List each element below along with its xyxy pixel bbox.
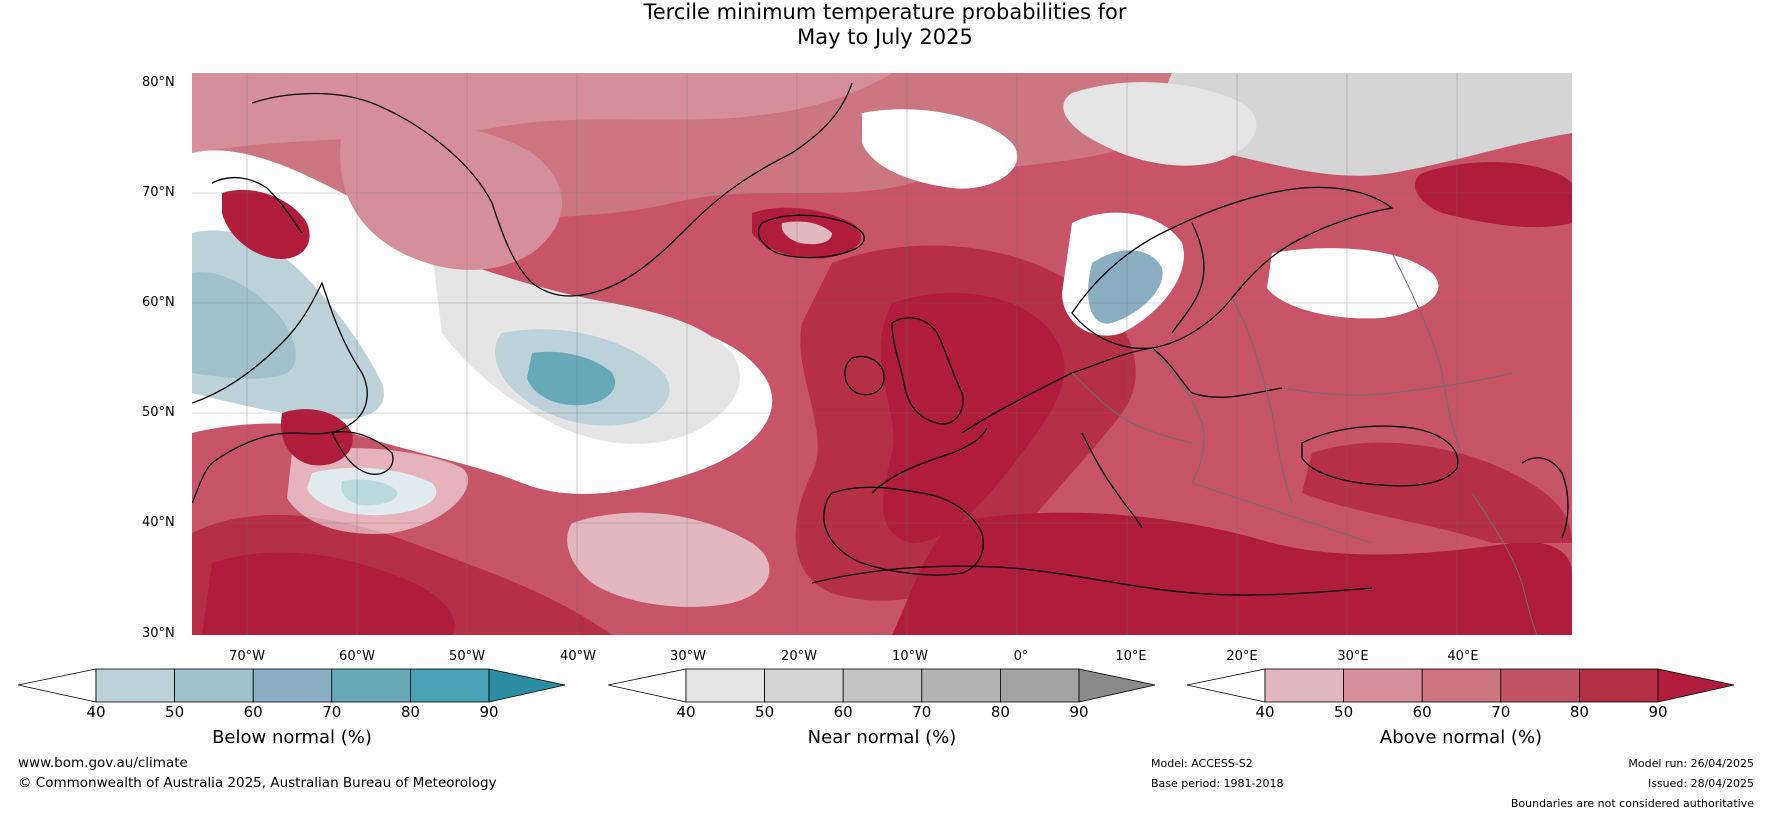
region-above-90-russia-north [1414, 162, 1572, 228]
footer-copyright: © Commonwealth of Australia 2025, Austra… [18, 775, 497, 791]
footer-model-run: Model run: 26/04/2025 [1628, 757, 1754, 770]
colorbar-below-graphic [18, 668, 566, 703]
lon-label-50w: 50°W [449, 649, 485, 664]
region-below-labrador-mid [192, 272, 296, 379]
lon-label-70w: 70°W [229, 649, 265, 664]
colorbar-near-tick-60: 60 [833, 703, 853, 721]
colorbar-near-segment-4 [921, 668, 1001, 703]
lon-label-40w: 40°W [560, 649, 596, 664]
footer-base-period: Base period: 1981-2018 [1151, 777, 1284, 790]
colorbar-near-segment-3 [842, 668, 923, 703]
lon-label-20w: 20°W [781, 649, 817, 664]
region-above-90-labrador [281, 409, 353, 466]
map-gridlines [192, 73, 1572, 635]
region-white-south [287, 448, 469, 534]
colorbar-above-segment-5 [1578, 668, 1659, 703]
colorbar-above-graphic [1187, 668, 1735, 703]
region-above-90-mediterranean [892, 512, 1572, 635]
title-line-2: May to July 2025 [797, 25, 973, 49]
lon-label-30e: 30°E [1337, 649, 1369, 664]
colorbar-title-below: Below normal (%) [212, 727, 372, 748]
probability-map [192, 73, 1572, 635]
colorbar-near-segment-2 [764, 668, 844, 703]
colorbar-below-extend-low [18, 668, 97, 703]
title-line-1: Tercile minimum temperature probabilitie… [643, 0, 1127, 24]
footer-issued: Issued: 28/04/2025 [1647, 777, 1754, 790]
region-above-90-southwest [202, 552, 455, 635]
colorbar-near-normal: 40 50 60 70 80 90 [608, 668, 1158, 720]
footer-disclaimer: Boundaries are not considered authoritat… [1510, 797, 1754, 810]
colorbar-above-tick-50: 50 [1334, 703, 1354, 721]
colorbar-near-segment-5 [999, 668, 1080, 703]
colorbar-near-tick-90: 90 [1069, 703, 1089, 721]
region-near-normal-barents-light [1063, 82, 1257, 166]
colorbar-near-graphic [608, 668, 1156, 703]
colorbar-near-segment-1 [685, 668, 765, 703]
colorbar-above-tick-80: 80 [1569, 703, 1589, 721]
colorbar-above-extend-high [1657, 668, 1735, 703]
colorbar-below-segment-1 [95, 668, 175, 703]
colorbar-above-segment-2 [1343, 668, 1423, 703]
colorbar-below-tick-80: 80 [400, 703, 420, 721]
lon-label-10e: 10°E [1115, 649, 1147, 664]
colorbar-above-segment-3 [1421, 668, 1502, 703]
colorbar-title-near: Near normal (%) [807, 727, 957, 748]
colorbar-title-above: Above normal (%) [1379, 727, 1543, 748]
lon-label-10w: 10°W [892, 649, 928, 664]
region-above-greenland [340, 122, 562, 270]
colorbar-below-segment-3 [252, 668, 333, 703]
colorbar-below-tick-70: 70 [322, 703, 342, 721]
region-below-central-atlantic-core [527, 351, 616, 406]
colorbar-above-segment-4 [1500, 668, 1580, 703]
colorbar-below-tick-60: 60 [243, 703, 263, 721]
region-above-90-atlantic [880, 293, 1065, 543]
colorbar-near-tick-80: 80 [990, 703, 1010, 721]
map-canvas [192, 73, 1572, 635]
region-above-90-black-sea [1302, 442, 1572, 543]
colorbar-below-segment-4 [331, 668, 411, 703]
colorbar-above-segment-1 [1264, 668, 1344, 703]
colorbar-below-tick-50: 50 [165, 703, 185, 721]
country-borders [1071, 252, 1538, 635]
region-white-arctic [862, 109, 1018, 189]
lon-label-60w: 60°W [339, 649, 375, 664]
footer-model: Model: ACCESS-S2 [1151, 757, 1253, 770]
colorbar-below-segment-5 [409, 668, 490, 703]
colorbar-below-tick-90: 90 [479, 703, 499, 721]
colorbar-above-normal: 40 50 60 70 80 90 [1187, 668, 1737, 720]
colorbar-below-normal: 40 50 60 70 80 90 [18, 668, 568, 720]
colorbar-above-tick-60: 60 [1412, 703, 1432, 721]
colorbar-above-tick-40: 40 [1255, 703, 1275, 721]
region-above-90-greenland-west [222, 189, 310, 259]
lat-label-40n: 40°N [142, 515, 175, 530]
lat-label-60n: 60°N [142, 295, 175, 310]
region-white-russia [1267, 248, 1439, 319]
lon-label-40e: 40°E [1447, 649, 1479, 664]
colorbar-near-extend-high [1078, 668, 1156, 703]
colorbar-near-tick-70: 70 [912, 703, 932, 721]
region-above-50-midatlantic [567, 512, 770, 607]
lon-label-30w: 30°W [670, 649, 706, 664]
colorbar-above-tick-90: 90 [1648, 703, 1668, 721]
lat-label-50n: 50°N [142, 405, 175, 420]
region-below-scandinavia [1088, 250, 1163, 324]
colorbar-near-tick-50: 50 [755, 703, 775, 721]
colorbar-near-tick-40: 40 [676, 703, 696, 721]
colorbar-below-segment-2 [174, 668, 254, 703]
footer-website: www.bom.gov.au/climate [18, 755, 188, 771]
coastlines [192, 82, 1569, 596]
colorbar-near-extend-low [608, 668, 687, 703]
lon-label-20e: 20°E [1226, 649, 1258, 664]
lon-label-0: 0° [1013, 649, 1029, 664]
region-above-50-iceland-west [781, 221, 832, 245]
lat-label-30n: 30°N [142, 626, 175, 641]
lat-label-70n: 70°N [142, 185, 175, 200]
colorbar-above-tick-70: 70 [1491, 703, 1511, 721]
colorbar-above-extend-low [1187, 668, 1266, 703]
colorbar-below-extend-high [488, 668, 566, 703]
lat-label-80n: 80°N [142, 75, 175, 90]
map-title: Tercile minimum temperature probabilitie… [0, 0, 1770, 50]
colorbar-below-tick-40: 40 [86, 703, 106, 721]
region-near-normal-barents [1165, 73, 1572, 176]
